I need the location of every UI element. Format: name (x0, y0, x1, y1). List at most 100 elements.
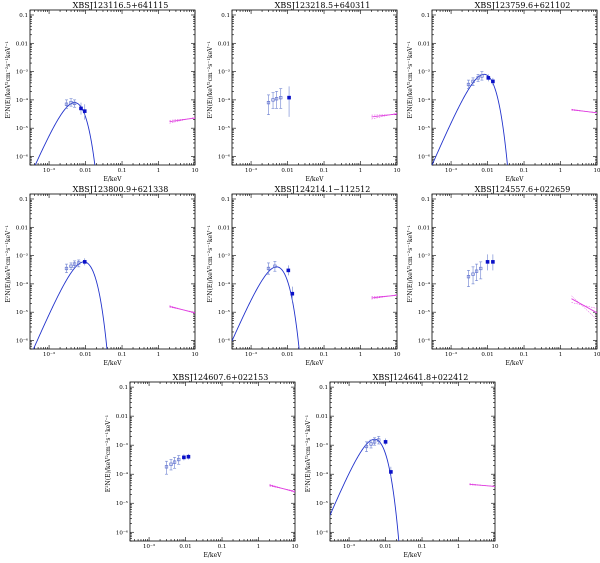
xray-band-lower (571, 302, 598, 309)
model-curve (330, 438, 400, 541)
data-point-filled (79, 106, 83, 111)
y-tick-label: 0.1 (19, 197, 28, 203)
y-tick-label: 10⁻⁶ (116, 529, 129, 536)
y-tick-label: 10⁻³ (418, 253, 430, 260)
x-tick-label: 0.01 (281, 352, 293, 358)
x-axis-label: E/keV (506, 176, 525, 183)
y-tick-label: 0.01 (218, 41, 230, 47)
chart-title: XBSJ123800.9+621338 (73, 185, 169, 194)
chart-title: XBSJ123116.5+641115 (73, 1, 169, 10)
y-tick-label: 0.01 (316, 414, 328, 420)
y-tick-label: 0.1 (221, 13, 230, 19)
data-point-open (273, 264, 277, 268)
data-point-open (266, 101, 271, 105)
data-point-open (377, 438, 381, 442)
y-tick-label: 10⁻⁶ (418, 337, 431, 344)
y-tick-label: 10⁻⁶ (316, 529, 329, 536)
plot-frame (231, 193, 398, 350)
xray-band-lower (371, 294, 398, 300)
data-point-open (479, 266, 483, 271)
plot-frame (29, 9, 196, 166)
data-point-open (364, 444, 369, 449)
chart-panel-5: XBSJ124214.1−112512 10⁻³ 0.01 0.1 1 10 0.1 0.01… (207, 185, 401, 367)
data-point-open (471, 272, 475, 276)
data-point-open (72, 262, 77, 266)
x-axis-label: E/keV (104, 360, 123, 367)
chart-title: XBSJ124641.8+022412 (373, 373, 469, 382)
x-tick-label: 1 (257, 544, 261, 550)
y-tick-label: 10⁻⁶ (218, 153, 231, 160)
y-tick-label: 10⁻⁵ (16, 125, 28, 132)
x-tick-label: 1 (157, 168, 161, 174)
model-curve (34, 102, 96, 165)
x-tick-label: 0.1 (218, 544, 227, 550)
y-tick-label: 10⁻⁴ (316, 471, 329, 478)
y-tick-label: 10⁻³ (218, 253, 230, 260)
chart-title: XBSJ124557.6+022659 (475, 185, 571, 194)
data-point-filled (383, 440, 388, 444)
y-axis-label: E²N(E)/keV²cm⁻²s⁻¹keV⁻¹ (407, 225, 414, 302)
x-axis-label: E/keV (404, 552, 423, 559)
x-tick-label: 10 (292, 544, 299, 550)
y-tick-label: 10⁻⁴ (218, 97, 231, 104)
plot-frame (29, 193, 196, 350)
x-axis-label: E/keV (506, 360, 525, 367)
data-point-open (476, 76, 480, 80)
x-axis-label: E/keV (306, 176, 325, 183)
data-point-open (266, 266, 271, 271)
y-axis-label: E²N(E)/keV²cm⁻²s⁻¹keV⁻¹ (5, 225, 12, 302)
data-point-open (64, 102, 69, 106)
x-tick-label: 10⁻³ (245, 167, 257, 174)
y-axis-label: E²N(E)/keV²cm⁻²s⁻¹keV⁻¹ (5, 41, 12, 118)
x-tick-label: 0.01 (481, 352, 493, 358)
x-tick-label: 0.1 (118, 168, 127, 174)
y-tick-label: 10⁻⁴ (116, 471, 129, 478)
y-tick-label: 10⁻⁴ (218, 281, 231, 288)
chart-title: XBSJ123218.5+640311 (275, 1, 371, 10)
x-tick-label: 1 (457, 544, 461, 550)
xray-band-upper (371, 295, 398, 298)
y-tick-label: 10⁻³ (316, 442, 328, 449)
x-tick-label: 0.1 (118, 352, 127, 358)
data-point-open (172, 460, 177, 464)
x-tick-label: 0.1 (418, 544, 427, 550)
model-curve (33, 261, 108, 349)
data-point-filled (186, 454, 191, 459)
data-point-open (279, 96, 283, 100)
y-tick-label: 0.1 (119, 385, 128, 391)
data-point-open (177, 457, 181, 462)
y-axis-label: E²N(E)/keV²cm⁻²s⁻¹keV⁻¹ (207, 225, 214, 302)
data-point-open (369, 442, 373, 446)
data-point-filled (491, 260, 495, 264)
y-tick-label: 10⁻⁶ (16, 153, 29, 160)
x-tick-label: 10⁻³ (445, 351, 457, 358)
x-tick-label: 0.01 (481, 168, 493, 174)
x-tick-label: 1 (559, 168, 563, 174)
x-tick-label: 0.01 (379, 544, 391, 550)
y-tick-label: 0.01 (116, 414, 128, 420)
y-tick-label: 10⁻⁵ (16, 309, 28, 316)
x-tick-label: 10⁻³ (445, 167, 457, 174)
chart-panel-1: XBSJ123116.5+641115 10⁻³ 0.01 0.1 1 10 0.1 0.01… (5, 1, 199, 183)
xray-powerlaw (371, 113, 398, 118)
y-tick-label: 10⁻⁵ (418, 125, 430, 132)
chart-panel-6: XBSJ124557.6+022659 10⁻³ 0.01 0.1 1 10 0.1 0.01… (407, 185, 600, 367)
data-point-filled (486, 76, 491, 80)
model-curve (232, 266, 300, 349)
y-tick-label: 0.01 (218, 225, 230, 231)
y-tick-label: 0.1 (319, 385, 328, 391)
plot-frame (129, 381, 296, 542)
chart-panel-3: XBSJ123759.6+621102 10⁻³ 0.01 0.1 1 10 0.1 0.01… (407, 1, 600, 183)
data-point-filled (290, 291, 295, 296)
data-point-open (372, 440, 377, 444)
x-tick-label: 1 (359, 168, 363, 174)
x-tick-label: 0.01 (179, 544, 191, 550)
y-tick-label: 10⁻³ (16, 253, 28, 260)
y-tick-label: 10⁻⁵ (418, 309, 430, 316)
data-point-open (69, 264, 73, 268)
x-tick-label: 0.1 (520, 352, 529, 358)
data-point-filled (485, 260, 490, 264)
y-axis-label: E²N(E)/keV²cm⁻²s⁻¹keV⁻¹ (305, 415, 312, 492)
xray-band-upper (571, 295, 598, 320)
